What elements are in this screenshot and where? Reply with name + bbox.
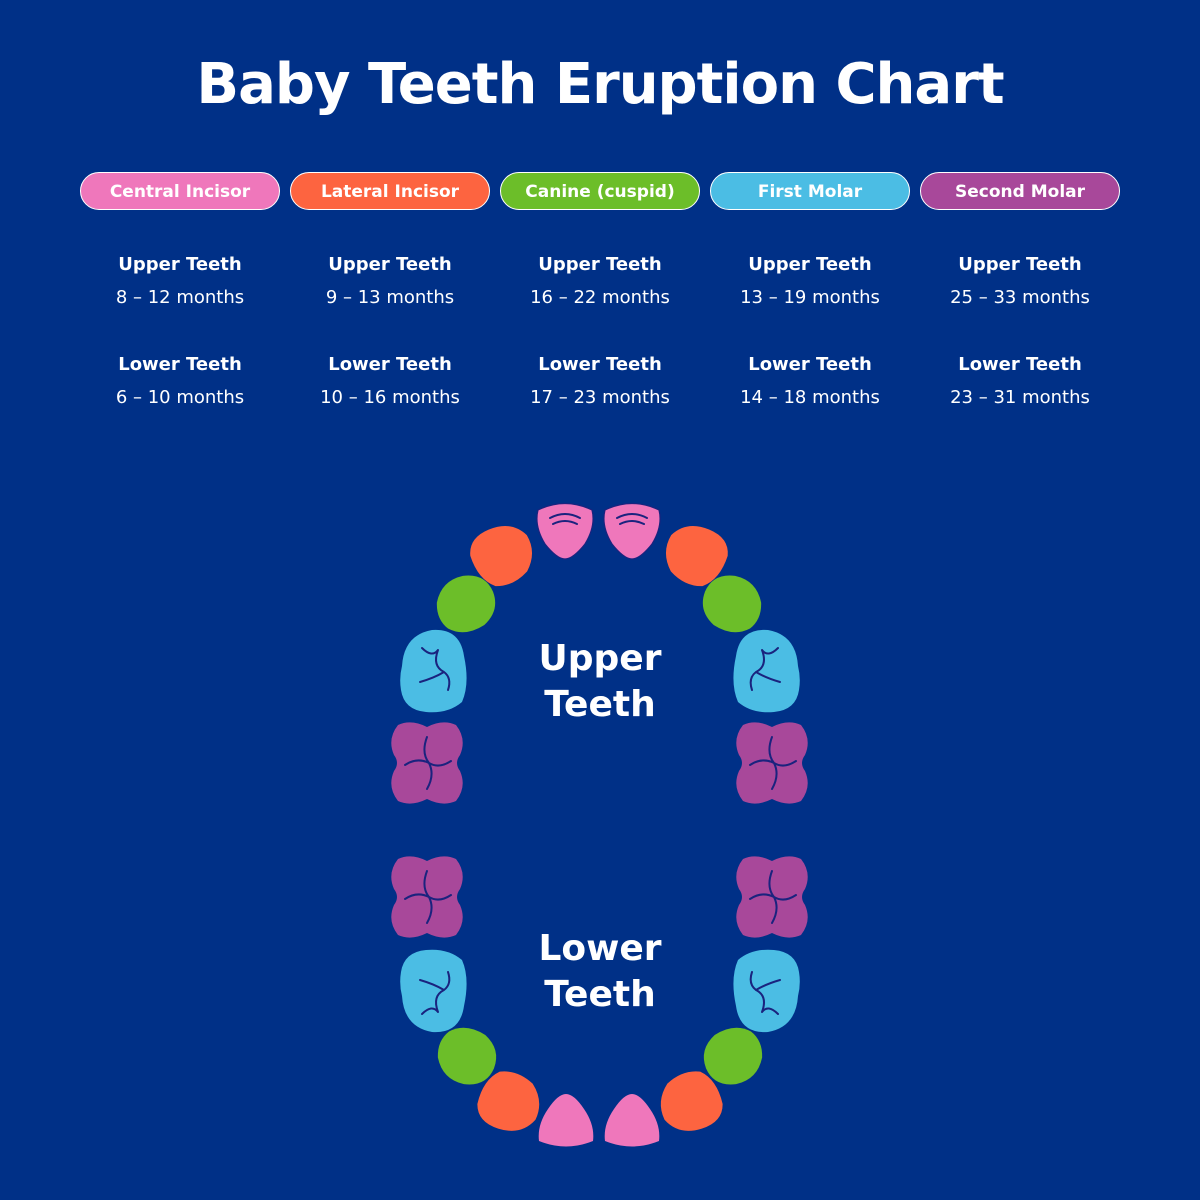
pill-first-molar: First Molar (710, 172, 910, 210)
upper-second-molar-left (391, 722, 463, 804)
lower-teeth-label: Lower Teeth (450, 926, 750, 1018)
upper-range: 25 – 33 months (950, 287, 1090, 308)
upper-range: 13 – 19 months (740, 287, 880, 308)
upper-label: Upper Teeth (328, 254, 452, 275)
upper-range: 8 – 12 months (115, 287, 245, 308)
column-lateral-incisor: Lateral Incisor Upper Teeth 9 – 13 month… (290, 172, 490, 408)
upper-range: 9 – 13 months (325, 287, 455, 308)
pill-lateral-incisor: Lateral Incisor (290, 172, 490, 210)
column-first-molar: First Molar Upper Teeth 13 – 19 months L… (710, 172, 910, 408)
lower-range: 10 – 16 months (320, 387, 460, 408)
upper-range: 16 – 22 months (530, 287, 670, 308)
lower-teeth-label-line1: Lower (538, 928, 662, 969)
upper-label: Upper Teeth (118, 254, 242, 275)
upper-central-incisor-right (603, 502, 661, 560)
upper-teeth-label-line2: Teeth (544, 684, 656, 725)
lower-range: 14 – 18 months (740, 387, 880, 408)
column-central-incisor: Central Incisor Upper Teeth 8 – 12 month… (80, 172, 280, 408)
upper-central-incisor-left (536, 502, 594, 560)
upper-label: Upper Teeth (958, 254, 1082, 275)
tooth-type-columns: Central Incisor Upper Teeth 8 – 12 month… (80, 172, 1120, 408)
lower-range: 23 – 31 months (950, 387, 1090, 408)
upper-teeth-label-line1: Upper (538, 638, 662, 679)
lower-central-incisor-right (604, 1094, 660, 1147)
column-second-molar: Second Molar Upper Teeth 25 – 33 months … (920, 172, 1120, 408)
lower-label: Lower Teeth (748, 354, 872, 375)
lower-label: Lower Teeth (118, 354, 242, 375)
upper-label: Upper Teeth (538, 254, 662, 275)
pill-second-molar: Second Molar (920, 172, 1120, 210)
lower-label: Lower Teeth (958, 354, 1082, 375)
upper-second-molar-right (736, 722, 808, 804)
column-canine: Canine (cuspid) Upper Teeth 16 – 22 mont… (500, 172, 700, 408)
pill-central-incisor: Central Incisor (80, 172, 280, 210)
lower-range: 6 – 10 months (115, 387, 245, 408)
upper-label: Upper Teeth (748, 254, 872, 275)
page-title: Baby Teeth Eruption Chart (196, 52, 1004, 117)
lower-teeth-label-line2: Teeth (544, 974, 656, 1015)
upper-teeth-label: Upper Teeth (450, 636, 750, 728)
lower-range: 17 – 23 months (530, 387, 670, 408)
lower-central-incisor-left (538, 1094, 594, 1147)
lower-label: Lower Teeth (538, 354, 662, 375)
pill-canine: Canine (cuspid) (500, 172, 700, 210)
lower-label: Lower Teeth (328, 354, 452, 375)
